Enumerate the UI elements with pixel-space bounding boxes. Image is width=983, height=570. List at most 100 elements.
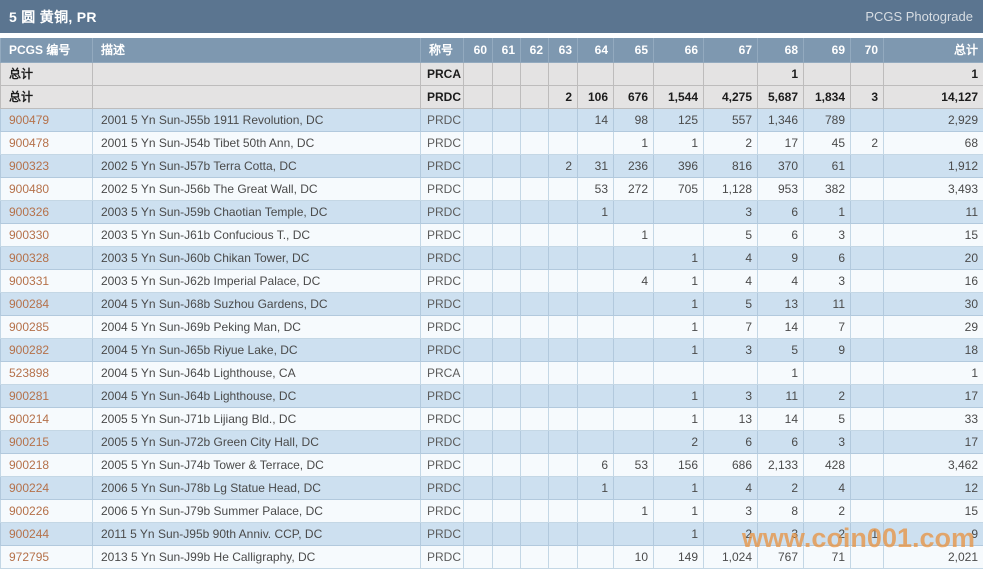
grade-65-cell: 10 — [613, 544, 654, 569]
designation-cell: PRDC — [420, 153, 464, 178]
grade-70-cell: 3 — [850, 84, 884, 109]
grade-62-cell — [520, 498, 549, 523]
grade-67-cell: 3 — [703, 199, 758, 224]
grade-69-cell: 61 — [803, 153, 851, 178]
total-cell: 15 — [883, 498, 983, 523]
total-cell: 18 — [883, 337, 983, 362]
grade-61-cell — [492, 544, 521, 569]
pcgs-number-cell[interactable]: 523898 — [0, 360, 93, 385]
grade-63-cell — [548, 406, 578, 431]
grade-64-cell — [577, 291, 614, 316]
grade-61-cell — [492, 176, 521, 201]
pcgs-number-cell[interactable]: 900331 — [0, 268, 93, 293]
grade-61-cell — [492, 61, 521, 86]
grade-69-cell: 11 — [803, 291, 851, 316]
grade-62-cell — [520, 61, 549, 86]
pcgs-number-cell[interactable]: 900226 — [0, 498, 93, 523]
pcgs-number-cell[interactable]: 900215 — [0, 429, 93, 454]
grade-67-cell: 3 — [703, 337, 758, 362]
total-cell: 1 — [883, 360, 983, 385]
pcgs-number-cell[interactable]: 900478 — [0, 130, 93, 155]
pcgs-number-cell[interactable]: 900282 — [0, 337, 93, 362]
col-header-66: 66 — [653, 38, 704, 63]
pcgs-number-cell[interactable]: 900224 — [0, 475, 93, 500]
designation-cell: PRDC — [420, 176, 464, 201]
pcgs-number-cell[interactable]: 900328 — [0, 245, 93, 270]
grade-67-cell: 13 — [703, 406, 758, 431]
grade-68-cell: 5,687 — [757, 84, 804, 109]
grade-62-cell — [520, 360, 549, 385]
grade-62-cell — [520, 199, 549, 224]
grade-62-cell — [520, 107, 549, 132]
grade-62-cell — [520, 452, 549, 477]
grade-61-cell — [492, 314, 521, 339]
pcgs-number-cell[interactable]: 900214 — [0, 406, 93, 431]
grade-67-cell: 816 — [703, 153, 758, 178]
designation-cell: PRDC — [420, 107, 464, 132]
total-cell: 2,929 — [883, 107, 983, 132]
table-row: 900218 2005 5 Yn Sun-J74b Tower & Terrac… — [0, 452, 983, 477]
total-cell: 1,912 — [883, 153, 983, 178]
grade-66-cell: 1 — [653, 498, 704, 523]
grade-61-cell — [492, 222, 521, 247]
grade-68-cell: 17 — [757, 130, 804, 155]
pcgs-number-cell[interactable]: 900285 — [0, 314, 93, 339]
grade-62-cell — [520, 268, 549, 293]
grade-65-cell — [613, 429, 654, 454]
grade-63-cell — [548, 452, 578, 477]
col-header-70: 70 — [850, 38, 884, 63]
grade-68-cell: 4 — [757, 268, 804, 293]
grade-63-cell — [548, 291, 578, 316]
grade-60-cell — [463, 521, 493, 546]
grade-66-cell: 156 — [653, 452, 704, 477]
table-row: 900285 2004 5 Yn Sun-J69b Peking Man, DC… — [0, 314, 983, 339]
pcgs-number-cell[interactable]: 900480 — [0, 176, 93, 201]
total-cell: 3,493 — [883, 176, 983, 201]
grade-61-cell — [492, 475, 521, 500]
grade-69-cell: 5 — [803, 406, 851, 431]
grade-66-cell: 1 — [653, 291, 704, 316]
grade-61-cell — [492, 337, 521, 362]
pcgs-number-cell[interactable]: 900281 — [0, 383, 93, 408]
pcgs-number-cell[interactable]: 900326 — [0, 199, 93, 224]
grade-65-cell: 98 — [613, 107, 654, 132]
pcgs-number-cell[interactable]: 900218 — [0, 452, 93, 477]
table-row: 900328 2003 5 Yn Sun-J60b Chikan Tower, … — [0, 245, 983, 270]
grade-64-cell: 53 — [577, 176, 614, 201]
grade-63-cell — [548, 199, 578, 224]
grade-60-cell — [463, 406, 493, 431]
pcgs-number-cell[interactable]: 900244 — [0, 521, 93, 546]
pcgs-number-cell[interactable]: 900330 — [0, 222, 93, 247]
description-cell: 2005 5 Yn Sun-J71b Lijiang Bld., DC — [92, 406, 421, 431]
grade-70-cell — [850, 498, 884, 523]
grade-67-cell: 557 — [703, 107, 758, 132]
grade-70-cell — [850, 153, 884, 178]
photograde-label: PCGS Photograde — [865, 9, 973, 24]
col-header-64: 64 — [577, 38, 614, 63]
table-body: 总计 PRCA 1 1 总计 PRDC 2 106 676 1,544 4,27… — [0, 61, 983, 569]
grade-62-cell — [520, 544, 549, 569]
col-header-69: 69 — [803, 38, 851, 63]
grade-60-cell — [463, 383, 493, 408]
grade-61-cell — [492, 452, 521, 477]
grade-61-cell — [492, 130, 521, 155]
pcgs-number-cell[interactable]: 900479 — [0, 107, 93, 132]
grade-65-cell — [613, 475, 654, 500]
grade-61-cell — [492, 383, 521, 408]
pcgs-number-cell[interactable]: 972795 — [0, 544, 93, 569]
designation-cell: PRDC — [420, 268, 464, 293]
grade-69-cell: 2 — [803, 498, 851, 523]
pcgs-number-cell[interactable]: 900284 — [0, 291, 93, 316]
total-cell: 15 — [883, 222, 983, 247]
grade-60-cell — [463, 314, 493, 339]
population-table: PCGS 编号 描述 称号 60 61 62 63 64 65 66 67 68… — [0, 38, 983, 569]
grade-64-cell: 1 — [577, 199, 614, 224]
total-cell: 1 — [883, 61, 983, 86]
table-row: 900215 2005 5 Yn Sun-J72b Green City Hal… — [0, 429, 983, 454]
grade-66-cell: 1 — [653, 383, 704, 408]
pcgs-number-cell[interactable]: 900323 — [0, 153, 93, 178]
grade-61-cell — [492, 199, 521, 224]
grade-70-cell — [850, 452, 884, 477]
total-cell: 17 — [883, 383, 983, 408]
designation-cell: PRDC — [420, 429, 464, 454]
